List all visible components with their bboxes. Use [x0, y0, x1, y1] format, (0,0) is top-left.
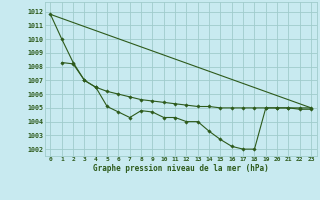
X-axis label: Graphe pression niveau de la mer (hPa): Graphe pression niveau de la mer (hPa) [93, 164, 269, 173]
